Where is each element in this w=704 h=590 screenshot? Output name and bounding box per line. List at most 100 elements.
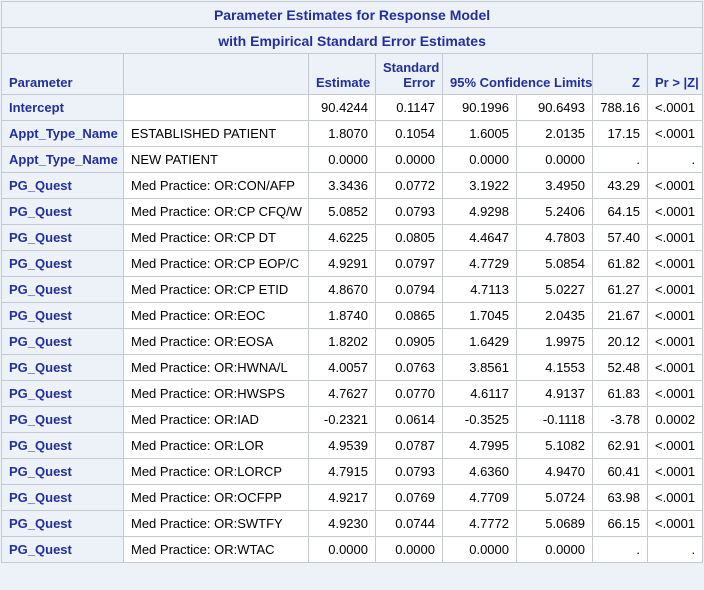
cell-standard-error: 0.0744 xyxy=(375,510,443,537)
cell-estimate: 5.0852 xyxy=(308,198,376,225)
cell-standard-error: 0.0614 xyxy=(375,406,443,433)
cell-p-value: <.0001 xyxy=(646,354,704,381)
table-row: PG_Quest Med Practice: OR:OCFPP 4.9217 0… xyxy=(1,484,704,511)
cell-standard-error: 0.0787 xyxy=(375,432,443,459)
cell-standard-error: 0.0794 xyxy=(375,276,443,303)
cell-level: Med Practice: OR:EOSA xyxy=(123,328,309,355)
table-row: PG_Quest Med Practice: OR:IAD -0.2321 0.… xyxy=(1,406,704,433)
cell-ci-upper: 2.0135 xyxy=(516,120,593,147)
cell-z: 63.98 xyxy=(592,484,648,511)
cell-parameter: Appt_Type_Name xyxy=(1,120,124,147)
cell-z: 20.12 xyxy=(592,328,648,355)
cell-z: 61.83 xyxy=(592,380,648,407)
cell-ci-upper: 5.2406 xyxy=(516,198,593,225)
cell-z: 62.91 xyxy=(592,432,648,459)
cell-standard-error: 0.0772 xyxy=(375,172,443,199)
cell-estimate: 4.7627 xyxy=(308,380,376,407)
cell-z: 60.41 xyxy=(592,458,648,485)
table-row: PG_Quest Med Practice: OR:HWNA/L 4.0057 … xyxy=(1,354,704,381)
cell-z: 17.15 xyxy=(592,120,648,147)
cell-ci-lower: 4.7729 xyxy=(442,250,517,277)
table-title-row-2: with Empirical Standard Error Estimates xyxy=(0,27,704,54)
cell-parameter: Intercept xyxy=(1,94,124,121)
cell-p-value: . xyxy=(646,146,704,173)
cell-ci-lower: -0.3525 xyxy=(442,406,517,433)
cell-level: Med Practice: OR:IAD xyxy=(123,406,309,433)
cell-standard-error: 0.0000 xyxy=(375,536,443,563)
column-header-estimate: Estimate xyxy=(308,53,376,95)
cell-standard-error: 0.0797 xyxy=(375,250,443,277)
parameter-estimates-table: Parameter Estimates for Response Model w… xyxy=(0,1,704,563)
cell-ci-upper: 3.4950 xyxy=(516,172,593,199)
table-title-line-2: with Empirical Standard Error Estimates xyxy=(0,27,704,54)
cell-z: 21.67 xyxy=(592,302,648,329)
cell-ci-upper: 5.0854 xyxy=(516,250,593,277)
cell-parameter: PG_Quest xyxy=(1,484,124,511)
cell-ci-upper: -0.1118 xyxy=(516,406,593,433)
cell-standard-error: 0.1054 xyxy=(375,120,443,147)
cell-ci-upper: 5.0689 xyxy=(516,510,593,537)
cell-level: Med Practice: OR:EOC xyxy=(123,302,309,329)
cell-p-value: 0.0002 xyxy=(646,406,704,433)
cell-ci-lower: 4.7113 xyxy=(442,276,517,303)
cell-estimate: 3.3436 xyxy=(308,172,376,199)
cell-ci-upper: 5.0227 xyxy=(516,276,593,303)
cell-parameter: PG_Quest xyxy=(1,536,124,563)
cell-estimate: -0.2321 xyxy=(308,406,376,433)
cell-parameter: PG_Quest xyxy=(1,328,124,355)
cell-z: . xyxy=(592,146,648,173)
cell-estimate: 4.6225 xyxy=(308,224,376,251)
cell-parameter: PG_Quest xyxy=(1,224,124,251)
table-row: PG_Quest Med Practice: OR:CON/AFP 3.3436… xyxy=(1,172,704,199)
cell-ci-lower: 3.1922 xyxy=(442,172,517,199)
cell-estimate: 0.0000 xyxy=(308,146,376,173)
cell-level: Med Practice: OR:OCFPP xyxy=(123,484,309,511)
cell-standard-error: 0.0865 xyxy=(375,302,443,329)
cell-z: 43.29 xyxy=(592,172,648,199)
cell-level: Med Practice: OR:HWNA/L xyxy=(123,354,309,381)
cell-ci-upper: 0.0000 xyxy=(516,146,593,173)
cell-estimate: 1.8070 xyxy=(308,120,376,147)
cell-p-value: <.0001 xyxy=(646,250,704,277)
table-title-row-1: Parameter Estimates for Response Model xyxy=(0,1,704,28)
cell-estimate: 1.8740 xyxy=(308,302,376,329)
cell-p-value: <.0001 xyxy=(646,510,704,537)
table-body: Intercept 90.4244 0.1147 90.1996 90.6493… xyxy=(1,94,704,563)
cell-ci-lower: 0.0000 xyxy=(442,536,517,563)
table-row: PG_Quest Med Practice: OR:CP CFQ/W 5.085… xyxy=(1,198,704,225)
cell-z: 57.40 xyxy=(592,224,648,251)
cell-estimate: 90.4244 xyxy=(308,94,376,121)
column-header-z: Z xyxy=(592,53,648,95)
cell-level: Med Practice: OR:LORCP xyxy=(123,458,309,485)
cell-z: 61.27 xyxy=(592,276,648,303)
cell-p-value: <.0001 xyxy=(646,224,704,251)
cell-ci-lower: 4.7995 xyxy=(442,432,517,459)
table-row: Appt_Type_Name NEW PATIENT 0.0000 0.0000… xyxy=(1,146,704,173)
cell-ci-lower: 4.7772 xyxy=(442,510,517,537)
table-row: PG_Quest Med Practice: OR:EOC 1.8740 0.0… xyxy=(1,302,704,329)
cell-parameter: PG_Quest xyxy=(1,510,124,537)
cell-parameter: PG_Quest xyxy=(1,380,124,407)
cell-parameter: PG_Quest xyxy=(1,172,124,199)
table-row: PG_Quest Med Practice: OR:EOSA 1.8202 0.… xyxy=(1,328,704,355)
cell-estimate: 4.0057 xyxy=(308,354,376,381)
cell-estimate: 4.7915 xyxy=(308,458,376,485)
cell-ci-lower: 4.6360 xyxy=(442,458,517,485)
cell-level: Med Practice: OR:CP ETID xyxy=(123,276,309,303)
cell-level: Med Practice: OR:CP CFQ/W xyxy=(123,198,309,225)
cell-parameter: PG_Quest xyxy=(1,406,124,433)
cell-p-value: <.0001 xyxy=(646,380,704,407)
table-row: PG_Quest Med Practice: OR:WTAC 0.0000 0.… xyxy=(1,536,704,563)
cell-p-value: <.0001 xyxy=(646,120,704,147)
cell-parameter: PG_Quest xyxy=(1,198,124,225)
cell-estimate: 4.9539 xyxy=(308,432,376,459)
cell-z: 66.15 xyxy=(592,510,648,537)
cell-parameter: Appt_Type_Name xyxy=(1,146,124,173)
cell-p-value: . xyxy=(646,536,704,563)
cell-p-value: <.0001 xyxy=(646,432,704,459)
cell-p-value: <.0001 xyxy=(646,328,704,355)
cell-level: ESTABLISHED PATIENT xyxy=(123,120,309,147)
column-header-level xyxy=(123,53,309,95)
cell-level: Med Practice: OR:LOR xyxy=(123,432,309,459)
cell-ci-upper: 5.0724 xyxy=(516,484,593,511)
